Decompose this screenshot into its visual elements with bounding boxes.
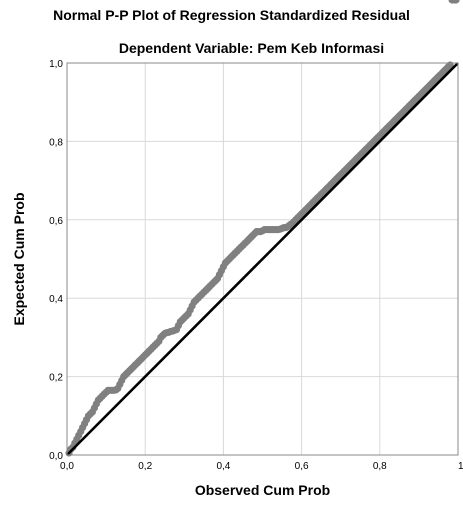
- x-tick-label: 1,0: [458, 461, 463, 472]
- y-tick-labels: 0,0 0,2 0,4 0,6 0,8 1,0: [49, 59, 63, 462]
- x-tick-label: 0,2: [138, 461, 152, 472]
- y-tick-label: 0,8: [49, 137, 63, 148]
- reference-line: [66, 62, 459, 456]
- chart-title: Normal P-P Plot of Regression Standardiz…: [53, 7, 410, 23]
- chart-subtitle: Dependent Variable: Pem Keb Informasi: [118, 40, 385, 56]
- x-tick-labels: 0,0 0,2 0,4 0,6 0,8 1,0: [60, 461, 463, 472]
- plot-frame: [66, 62, 459, 456]
- y-tick-label: 0,2: [49, 373, 63, 384]
- data-point: [452, 0, 460, 4]
- x-tick-label: 0,0: [60, 461, 74, 472]
- y-tick-label: 0,0: [49, 451, 63, 462]
- y-tick-label: 0,6: [49, 216, 63, 227]
- y-axis-title: Expected Cum Prob: [11, 192, 27, 325]
- x-tick-label: 0,8: [373, 461, 387, 472]
- y-tick-label: 1,0: [49, 59, 63, 70]
- data-points: [65, 0, 460, 457]
- y-tick-label: 0,4: [49, 294, 63, 305]
- x-axis-title: Observed Cum Prob: [195, 482, 330, 498]
- x-tick-label: 0,4: [216, 461, 230, 472]
- x-tick-label: 0,6: [295, 461, 309, 472]
